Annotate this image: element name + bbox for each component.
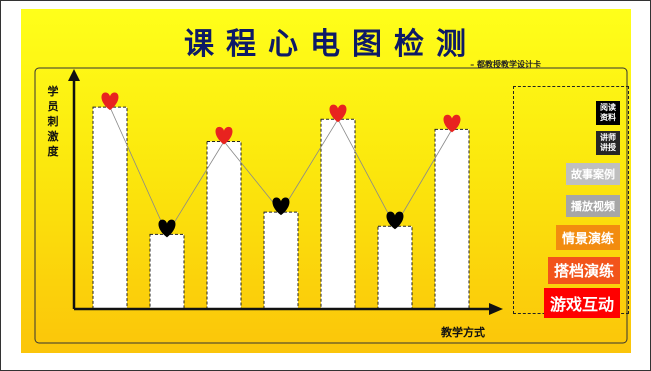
bar-5 <box>320 118 356 310</box>
chart-area-border <box>34 67 628 344</box>
legend-item-lecture-line2: 讲授 <box>600 143 616 152</box>
heart-marker-6 <box>386 211 404 230</box>
legend-item-video: 播放视频 <box>566 195 620 217</box>
y-axis-label: 学员刺激度 <box>47 85 59 158</box>
bar-4 <box>263 211 299 310</box>
heart-marker-5 <box>329 104 347 123</box>
heart-marker-4 <box>272 197 290 216</box>
legend-item-lecture-line1: 讲师 <box>600 133 616 142</box>
legend-item-reading-line1: 阅读 <box>600 103 616 112</box>
page-title: 课程心电图检测 <box>184 27 478 62</box>
slide: 课程心电图检测 – 都教授教学设计卡 学员刺激度 教学方式 阅读 资料 讲师 讲… <box>21 9 631 353</box>
chart-canvas <box>34 67 628 344</box>
legend-item-game-interaction: 游戏互动 <box>543 288 620 318</box>
y-axis-arrow <box>68 69 80 81</box>
page-subtitle: – 都教授教学设计卡 <box>470 60 541 69</box>
x-axis-label: 教学方式 <box>441 326 485 339</box>
legend-item-story-case: 故事案例 <box>566 163 620 185</box>
legend-item-reading-line2: 资料 <box>600 113 616 122</box>
bar-3 <box>206 140 242 310</box>
bar-1 <box>92 106 128 310</box>
heart-marker-3 <box>215 126 233 145</box>
heart-markers-layer <box>101 92 461 238</box>
legend-item-scenario-drill: 情景演练 <box>555 225 620 250</box>
heart-marker-7 <box>443 114 461 133</box>
heart-marker-1 <box>101 92 119 111</box>
x-axis-arrow <box>489 303 503 315</box>
bar-2 <box>149 233 185 310</box>
legend-item-reading: 阅读 资料 <box>596 101 620 125</box>
bars-layer <box>92 106 470 310</box>
heart-marker-2 <box>158 219 176 238</box>
bar-6 <box>377 225 413 310</box>
legend-item-partner-drill: 搭档演练 <box>547 257 620 284</box>
bar-7 <box>434 128 470 310</box>
legend-item-lecture: 讲师 讲授 <box>596 131 620 155</box>
legend: 阅读 资料 讲师 讲授 故事案例 播放视频 情景演练 搭档演练 游戏互动 <box>513 86 629 318</box>
